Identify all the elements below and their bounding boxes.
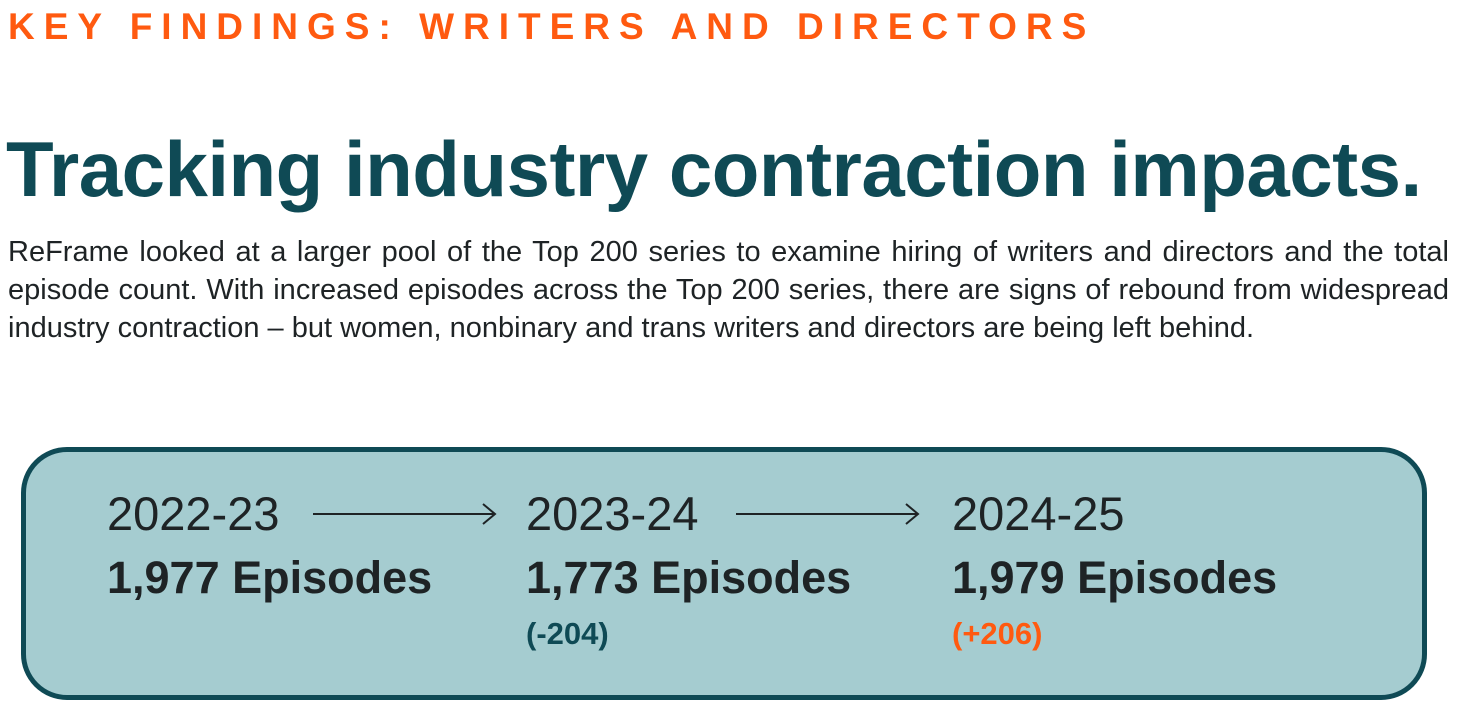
timeline-year-3: 2024-25 (952, 487, 1125, 540)
timeline-year-2: 2023-24 (526, 487, 699, 540)
timeline-episodes-3: 1,979 Episodes (952, 552, 1278, 603)
timeline-change-2: (-204) (526, 616, 609, 651)
section-kicker: KEY FINDINGS: WRITERS AND DIRECTORS (8, 6, 1096, 47)
right-arrow-icon (313, 503, 497, 525)
intro-paragraph: ReFrame looked at a larger pool of the T… (8, 236, 1449, 344)
timeline-episodes-2: 1,773 Episodes (526, 552, 852, 603)
right-arrow-icon (736, 503, 920, 525)
timeline-episodes-1: 1,977 Episodes (107, 552, 433, 603)
timeline-change-3: (+206) (952, 616, 1043, 651)
timeline-year-1: 2022-23 (107, 487, 280, 540)
episode-timeline-panel (21, 447, 1427, 700)
page-title: Tracking industry contraction impacts. (6, 125, 1422, 213)
